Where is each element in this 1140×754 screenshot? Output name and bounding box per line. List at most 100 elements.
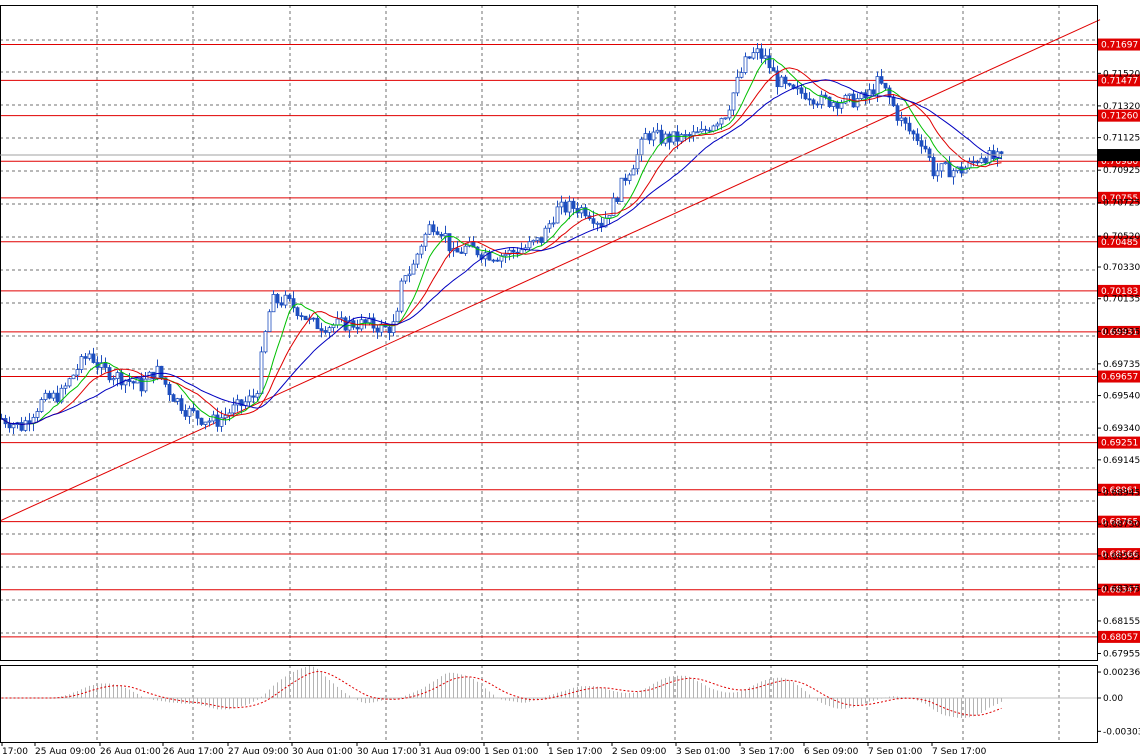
- candle-body: [79, 356, 84, 370]
- candle-body: [319, 328, 324, 331]
- price-tick-label: 0.70725: [1103, 199, 1140, 209]
- candle-body: [63, 385, 68, 389]
- time-tick-label: 3 Sep 01:00: [676, 747, 731, 754]
- level-label-bg: [1098, 109, 1140, 122]
- candle-body: [831, 102, 836, 107]
- candle-body: [267, 311, 272, 332]
- candle-body: [727, 109, 732, 119]
- level-label: 0.71477: [1101, 76, 1138, 86]
- candle-body: [99, 362, 104, 368]
- candle-body: [815, 103, 820, 106]
- candle-body: [539, 237, 544, 243]
- candle-body: [223, 414, 228, 419]
- candle-body: [779, 76, 784, 88]
- time-tick-label: 7 Sep 01:00: [868, 747, 923, 754]
- candle-body: [807, 98, 812, 101]
- level-label: 0.68347: [1101, 586, 1138, 596]
- candle-body: [723, 117, 728, 120]
- candle-body: [839, 102, 844, 109]
- candle-body: [295, 307, 300, 317]
- candle-body: [899, 117, 904, 121]
- candle-body: [731, 92, 736, 111]
- candle-body: [743, 56, 748, 73]
- candle-body: [203, 421, 208, 425]
- candle-body: [47, 392, 52, 399]
- candle-body: [327, 327, 332, 333]
- candle-body: [795, 87, 800, 90]
- candle-body: [475, 246, 480, 256]
- candle-body: [555, 206, 560, 224]
- candle-body: [75, 369, 80, 376]
- price-tick-label: 0.71320: [1103, 102, 1140, 112]
- time-tick-label: 25 Aug 09:00: [35, 747, 96, 754]
- time-tick-label: 2 Sep 09:00: [612, 747, 667, 754]
- time-tick-label: 6 Sep 09:00: [804, 747, 859, 754]
- candle-body: [971, 161, 976, 164]
- candle-body: [331, 324, 336, 329]
- candle-body: [559, 201, 564, 208]
- candle-body: [711, 125, 716, 132]
- candle-body: [715, 123, 720, 127]
- level-label: 0.70755: [1101, 194, 1138, 204]
- candle-body: [847, 93, 852, 96]
- candle-body: [115, 372, 120, 379]
- candle-body: [371, 317, 376, 329]
- candle-body: [19, 422, 24, 431]
- candle-body: [931, 157, 936, 177]
- candle-body: [207, 420, 212, 423]
- price-tick-label: 0.68945: [1103, 488, 1140, 498]
- price-tick-label: 0.69935: [1103, 327, 1140, 337]
- oscillator-tick-label: 0.00: [1103, 694, 1123, 704]
- moving-averages: [1, 58, 1002, 426]
- candle-body: [35, 411, 40, 418]
- candle-body: [751, 52, 756, 59]
- candle-body: [747, 56, 752, 59]
- candle-body: [259, 351, 264, 394]
- candle-body: [39, 399, 44, 412]
- candle-body: [651, 131, 656, 141]
- candle-body: [547, 223, 552, 229]
- candle-body: [363, 319, 368, 324]
- candle-body: [247, 395, 252, 403]
- oscillator-signal-line: [1, 670, 1002, 716]
- candle-body: [175, 398, 180, 402]
- time-tick-label: 30 Aug 17:00: [357, 747, 418, 754]
- candle-body: [87, 353, 92, 359]
- level-label: 0.69657: [1101, 373, 1138, 383]
- price-tick-label: 0.70330: [1103, 263, 1140, 273]
- candle-body: [191, 407, 196, 412]
- price-tick-label: 0.68355: [1103, 584, 1140, 594]
- level-label-bg: [1098, 191, 1140, 204]
- candle-body: [263, 331, 268, 353]
- level-label-bg: [1098, 515, 1140, 528]
- candle-body: [167, 383, 172, 396]
- candle-body: [883, 82, 888, 89]
- candle-body: [835, 102, 840, 109]
- level-label: 0.70485: [1101, 238, 1138, 248]
- candle-body: [235, 399, 240, 406]
- candle-body: [131, 381, 136, 384]
- level-label-bg: [1098, 483, 1140, 496]
- price-tick-label: 0.69145: [1103, 456, 1140, 466]
- candle-body: [951, 170, 956, 178]
- price-tick-label: 0.70925: [1103, 166, 1140, 176]
- candle-body: [763, 55, 768, 59]
- candle-body: [679, 134, 684, 142]
- level-label: 0.68566: [1101, 550, 1138, 560]
- candle-body: [215, 414, 220, 427]
- candle-body: [43, 392, 48, 400]
- time-tick-label: 26 Aug 17:00: [163, 747, 224, 754]
- candle-body: [787, 83, 792, 86]
- candle-body: [387, 326, 392, 334]
- candle-body: [655, 129, 660, 133]
- level-label-bg: [1098, 74, 1140, 87]
- main-frame: [0, 5, 1098, 661]
- candle-body: [947, 162, 952, 178]
- price-tick-label: 0.70520: [1103, 232, 1140, 242]
- candle-body: [895, 105, 900, 121]
- candle-body: [439, 233, 444, 237]
- level-label: 0.71260: [1101, 112, 1138, 122]
- candle-body: [699, 128, 704, 133]
- candle-body: [691, 131, 696, 136]
